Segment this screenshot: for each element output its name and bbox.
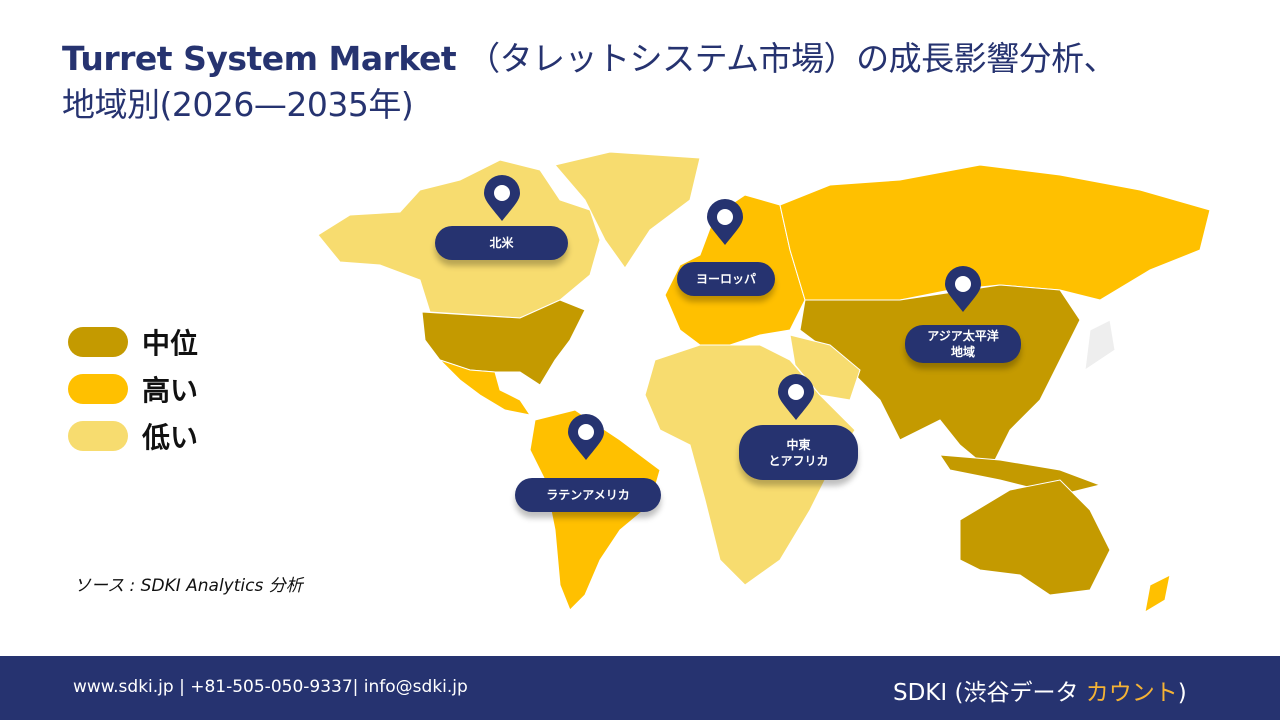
region-australia (959, 479, 1111, 596)
source-note: ソース : SDKI Analytics 分析 (74, 576, 303, 596)
title-japanese: （タレットシステム市場）の成長影響分析、 (467, 39, 1117, 78)
region-label-text: ヨーロッパ (695, 272, 756, 286)
region-label-latin-america[interactable]: ラテンアメリカ (515, 478, 661, 512)
title-english: Turret System Market (62, 39, 457, 78)
region-label-line2: とアフリカ (768, 453, 829, 468)
region-label-north-america[interactable]: 北米 (435, 226, 568, 260)
map-pin-icon (945, 266, 981, 312)
legend-item-mid: 中位 (68, 318, 198, 365)
title-line2: 地域別(2026—2035年) (62, 85, 414, 124)
legend-label: 低い (142, 420, 199, 454)
region-label-line1: アジア太平洋 (927, 329, 999, 343)
region-russia (779, 164, 1211, 301)
map-pin-icon (568, 414, 604, 460)
map-pin-icon (778, 374, 814, 420)
brand-close: ) (1177, 680, 1187, 706)
map-pin-icon (707, 199, 743, 245)
region-label-asia-pacific[interactable]: アジア太平洋 地域 (905, 325, 1021, 363)
footer: www.sdki.jp | +81-505-050-9337| info@sdk… (0, 656, 1280, 720)
legend-label: 中位 (142, 326, 199, 360)
region-mexico (439, 359, 532, 416)
region-greenland (554, 151, 701, 269)
contact-info: www.sdki.jp | +81-505-050-9337| info@sdk… (73, 677, 468, 697)
legend: 中位 高い 低い (68, 318, 198, 459)
region-japan (1084, 319, 1116, 372)
region-label-line2: 地域 (950, 345, 975, 359)
region-label-line1: 中東 (786, 437, 811, 452)
brand-accent: カウント (1085, 680, 1178, 706)
legend-swatch (68, 420, 128, 451)
region-label-middle-east-africa[interactable]: 中東 とアフリカ (739, 425, 858, 480)
region-middle-east (789, 334, 861, 401)
region-label-europe[interactable]: ヨーロッパ (677, 262, 775, 296)
legend-swatch (68, 326, 128, 357)
region-label-text: ラテンアメリカ (546, 488, 630, 502)
legend-item-high: 高い (68, 365, 198, 412)
map-pin-icon (484, 175, 520, 221)
legend-label: 高い (142, 373, 199, 407)
legend-swatch (68, 373, 128, 404)
page-title: Turret System Market （タレットシステム市場）の成長影響分析… (62, 36, 1262, 128)
brand-logo: SDKI (渋谷データ カウント) (893, 673, 1187, 707)
region-new-zealand (1144, 574, 1171, 613)
legend-item-low: 低い (68, 412, 198, 459)
region-label-text: 北米 (489, 236, 514, 250)
world-map (317, 151, 1211, 613)
brand-main: SDKI (渋谷データ (893, 680, 1086, 706)
